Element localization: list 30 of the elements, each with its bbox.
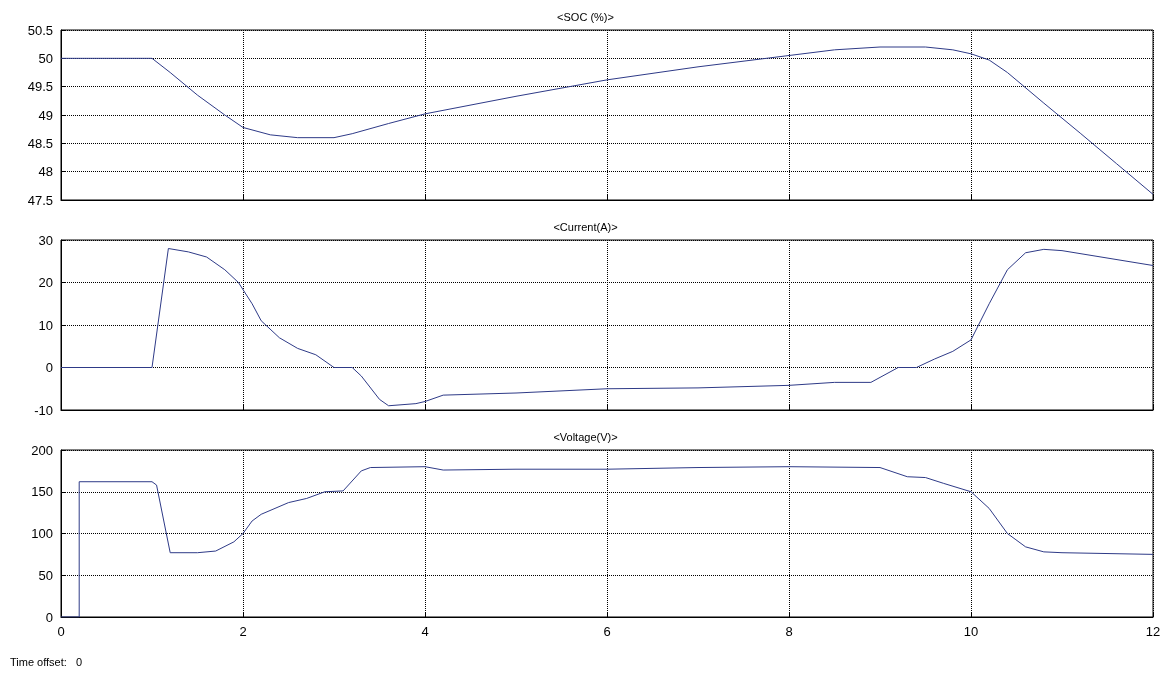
x-tick-label: 6: [603, 624, 611, 639]
chart-title: <SOC (%)>: [557, 10, 614, 23]
text: Time offset: 0: [10, 655, 83, 668]
x-tick-label: 4: [421, 624, 429, 639]
y-tick-label: 48.5: [27, 135, 53, 151]
y-tick-label: 50.5: [27, 22, 53, 38]
y-tick-label: 49.5: [27, 79, 53, 95]
y-tick-label: 200: [31, 442, 53, 458]
y-tick-label: 49: [38, 107, 53, 123]
y-tick-label: 10: [38, 317, 53, 333]
line-series: [60, 248, 1154, 407]
y-tick-label: 48: [38, 164, 53, 180]
line-series: [60, 46, 1154, 195]
y-tick-label: 100: [31, 526, 53, 541]
y-tick-label: 47.5: [27, 192, 53, 208]
y-tick-label: 150: [31, 484, 53, 500]
x-tick-label: 8: [785, 624, 793, 639]
y-tick-label: 0: [45, 360, 53, 375]
y-tick-label: 20: [38, 275, 53, 290]
chart-title: <Current(A)>: [553, 220, 618, 233]
x-tick-label: 2: [239, 624, 247, 639]
x-tick-label: 0: [57, 624, 65, 639]
chart-title: <Voltage(V)>: [553, 430, 618, 443]
x-tick-label: 12: [1145, 624, 1161, 639]
y-tick-label: -10: [34, 402, 53, 418]
y-tick-label: 30: [38, 232, 53, 248]
y-tick-label: 50: [38, 50, 53, 66]
y-tick-label: 50: [38, 567, 53, 583]
x-tick-label: 10: [963, 624, 979, 639]
y-tick-label: 0: [45, 609, 53, 625]
